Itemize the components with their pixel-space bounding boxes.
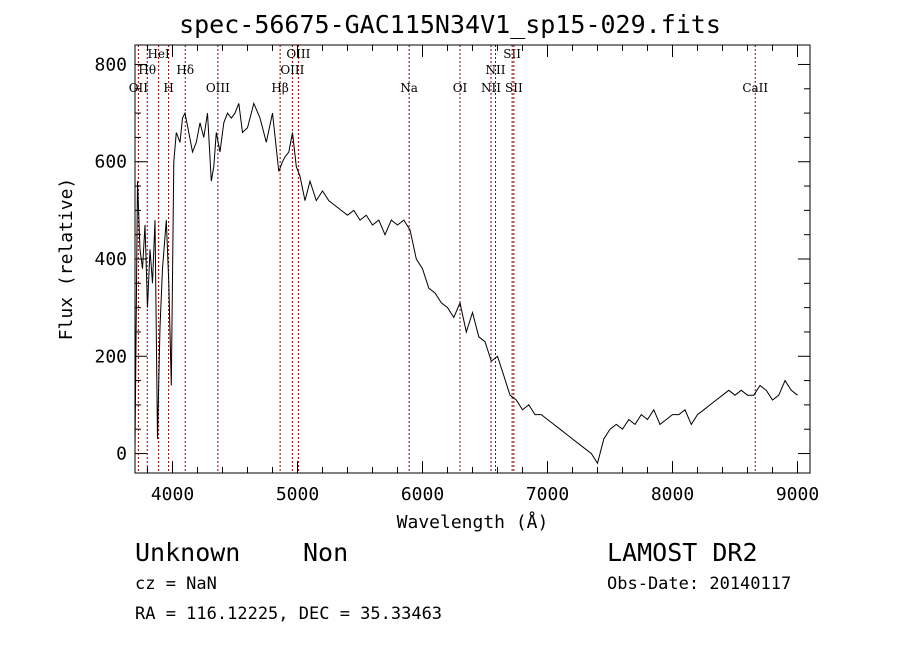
x-tick-label: 8000 [651, 484, 694, 505]
spectral-line-label: OIII [286, 47, 310, 61]
y-tick-label: 600 [94, 152, 127, 173]
y-tick-label: 400 [94, 249, 127, 270]
x-axis-label: Wavelength (Å) [397, 511, 549, 533]
survey-name: LAMOST DR2 [607, 538, 758, 567]
y-axis-label: Flux (relative) [56, 178, 77, 341]
y-tick-label: 0 [116, 444, 127, 465]
spectral-line-label: OIII [206, 81, 230, 95]
spectral-line-label: Hθ [138, 63, 156, 77]
axis-ticks [135, 45, 810, 473]
chart-title: spec-56675-GAC115N34V1_sp15-029.fits [179, 10, 721, 39]
spectral-line-label: OIII [280, 63, 304, 77]
spectral-line-label: NII [481, 81, 501, 95]
spectral-line-label: Na [400, 81, 418, 95]
spectral-line-label: H [163, 81, 173, 95]
object-class: Unknown [135, 538, 241, 567]
spectral-line-label: Hβ [271, 81, 288, 95]
x-tick-label: 9000 [776, 484, 819, 505]
x-tick-label: 4000 [151, 484, 194, 505]
y-tick-label: 200 [94, 346, 127, 367]
spectral-line-label: SII [505, 81, 523, 95]
spectral-line-label: SII [503, 47, 521, 61]
spectral-line-label: CaII [742, 81, 768, 95]
object-subclass: Non [303, 538, 349, 567]
spectral-line-label: Hδ [176, 63, 194, 77]
observation-date: Obs-Date: 20140117 [607, 574, 792, 594]
spectral-line-label: OI [453, 81, 468, 95]
coordinates: RA = 116.12225, DEC = 35.33463 [135, 604, 443, 624]
spectrum-line [134, 101, 798, 465]
spectral-line-label: OII [129, 81, 149, 95]
axis-tick-labels: 4000 5000 6000 7000 8000 9000 0 200 400 600 800 [94, 54, 819, 505]
spectral-line-label: NII [486, 63, 506, 77]
spectral-line-label: HeI [147, 47, 170, 61]
y-tick-label: 800 [94, 54, 127, 75]
redshift-cz: cz = NaN [135, 574, 217, 594]
x-tick-label: 7000 [526, 484, 569, 505]
spectral-line-markers: OII Hθ HeI HHδ OIII Hβ OIII OIII Na OI NII NII SII SI… [129, 45, 768, 473]
x-tick-label: 6000 [401, 484, 444, 505]
x-tick-label: 5000 [276, 484, 319, 505]
